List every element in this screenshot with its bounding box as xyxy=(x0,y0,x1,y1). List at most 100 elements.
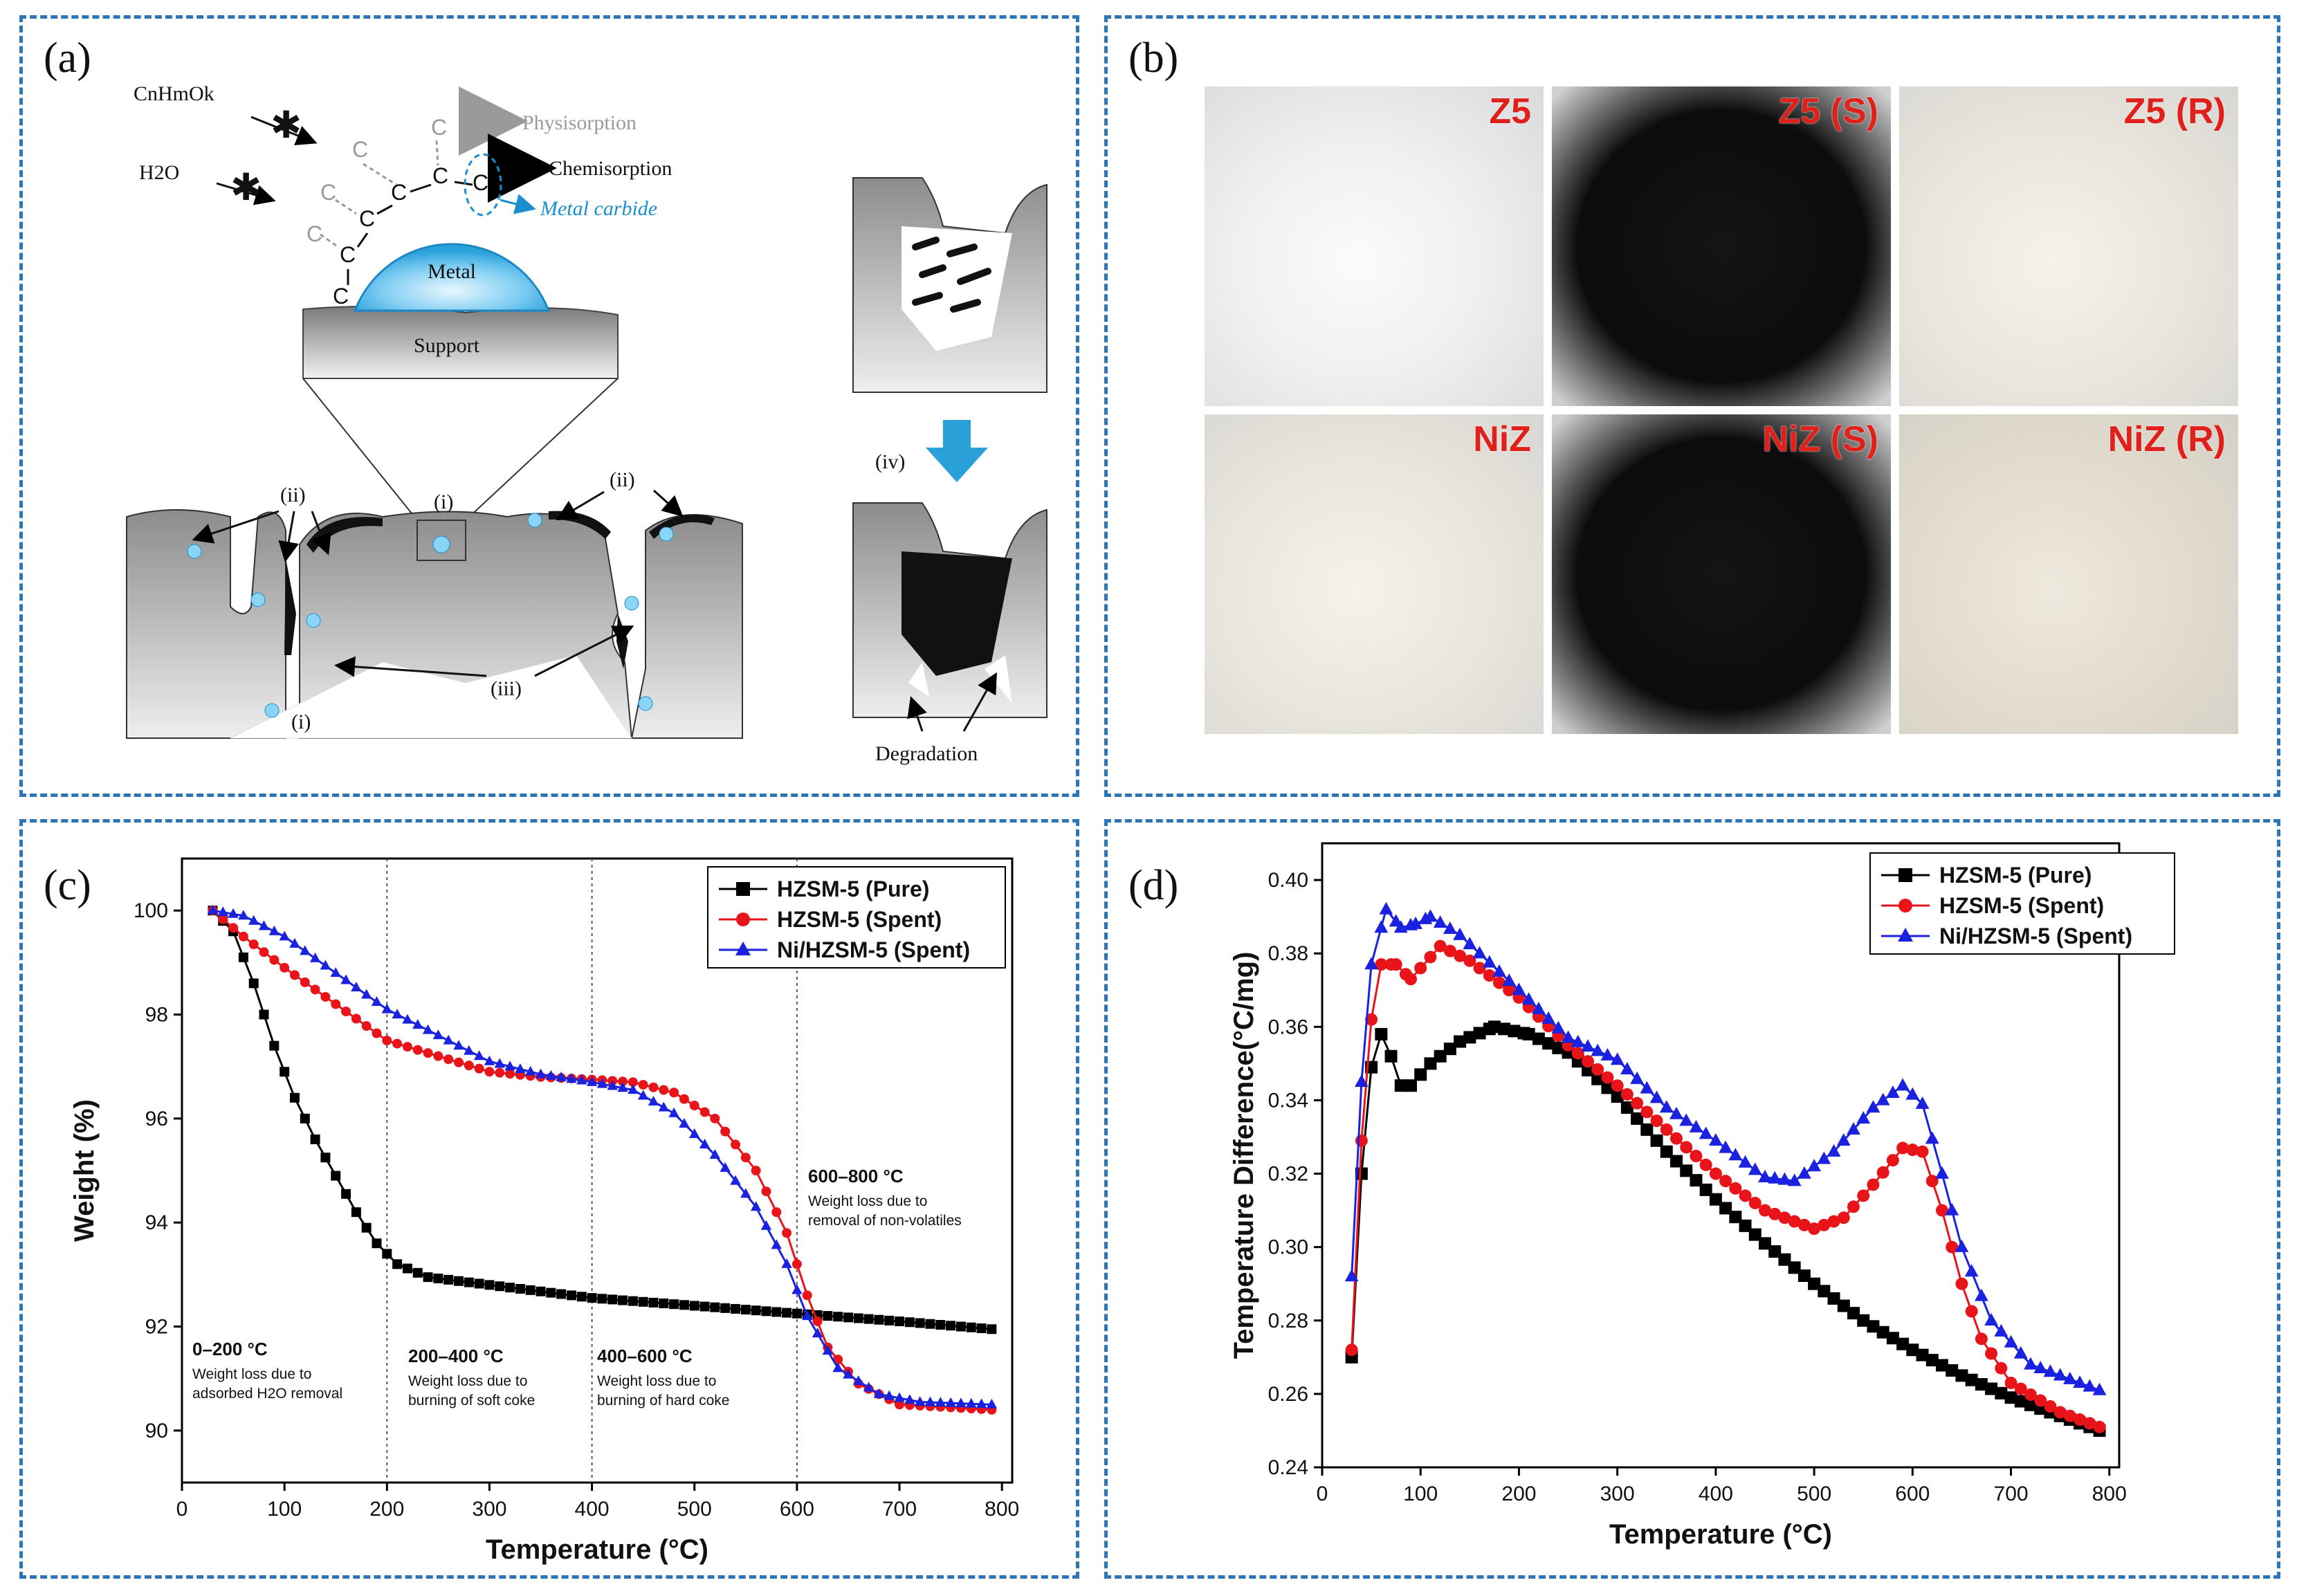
data-point xyxy=(382,1036,392,1046)
data-point xyxy=(1542,1037,1555,1050)
region-note: Weight loss due to xyxy=(597,1373,716,1389)
data-point xyxy=(269,955,280,965)
series-line xyxy=(212,910,992,1330)
data-point xyxy=(454,1276,464,1286)
catalyst-body xyxy=(126,509,743,739)
data-point xyxy=(607,1294,618,1305)
data-point xyxy=(679,1094,689,1104)
sample-label: NiZ (R) xyxy=(2107,419,2226,459)
series xyxy=(1344,901,2107,1395)
y-tick-label: 96 xyxy=(145,1108,168,1130)
panel-a-schematic: CnHmOk ✱ H2O ✱ Physisorption Chemisorpti… xyxy=(126,82,1047,765)
data-point xyxy=(751,1166,761,1175)
data-point xyxy=(484,1067,495,1077)
data-point xyxy=(1777,1172,1792,1185)
data-point xyxy=(1582,1055,1594,1068)
data-point xyxy=(1522,1027,1535,1040)
series xyxy=(207,904,998,1409)
data-point xyxy=(966,1322,976,1332)
data-point xyxy=(1680,1141,1693,1154)
data-point xyxy=(309,952,321,962)
data-point xyxy=(1788,1261,1801,1274)
panel-d: (d) 0 100 200 300 400 500 600 700 800 0.24 0.26 0.2… xyxy=(1104,819,2280,1579)
marker-ii-right: (ii) xyxy=(610,468,635,491)
data-point xyxy=(1409,916,1423,929)
sample-photo: Z5 (S) xyxy=(1552,86,1891,406)
data-point xyxy=(217,906,228,917)
data-point xyxy=(1886,1332,1899,1345)
data-point xyxy=(679,1300,689,1310)
data-point xyxy=(1670,1132,1683,1145)
data-point xyxy=(412,1045,423,1055)
x-axis-title: Temperature (°C) xyxy=(1609,1519,1832,1550)
data-point xyxy=(1492,964,1506,977)
data-point xyxy=(1512,982,1526,996)
data-point xyxy=(735,942,751,955)
data-point xyxy=(300,945,311,955)
svg-text:C: C xyxy=(320,180,336,205)
carbide-arrow xyxy=(500,194,536,214)
data-point xyxy=(833,1312,843,1322)
x-tick-label: 0 xyxy=(1317,1483,1328,1505)
data-point xyxy=(310,1134,320,1144)
data-point xyxy=(1600,1047,1615,1061)
data-point xyxy=(1925,1175,1939,1188)
data-point xyxy=(1896,1337,1910,1350)
data-point xyxy=(1827,1292,1840,1305)
data-point xyxy=(1463,937,1477,950)
data-point xyxy=(289,970,300,980)
plot-frame xyxy=(181,857,1014,1484)
data-point xyxy=(392,1259,403,1269)
y-axis-title: Temperature Difference(°C/mg) xyxy=(1229,952,1259,1359)
data-point xyxy=(1453,927,1467,940)
data-point xyxy=(1896,1141,1910,1155)
data-point xyxy=(1925,1354,1939,1367)
data-point xyxy=(474,1278,484,1289)
sample-label: Z5 (R) xyxy=(2123,91,2226,131)
data-point xyxy=(1818,1218,1831,1231)
data-point xyxy=(1443,944,1456,957)
legend: HZSM-5 (Pure) HZSM-5 (Spent) Ni/HZSM-5 (Sp… xyxy=(707,866,1006,969)
data-point xyxy=(1837,1299,1850,1312)
x-tick-label: 500 xyxy=(1797,1483,1831,1505)
y-tick-label: 92 xyxy=(145,1316,168,1339)
data-point xyxy=(1680,1164,1693,1177)
data-point xyxy=(1748,1196,1761,1209)
data-point xyxy=(1679,1113,1694,1126)
data-point xyxy=(1424,1057,1437,1070)
x-axis-title: Temperature (°C) xyxy=(486,1534,708,1565)
data-point xyxy=(1591,1072,1604,1085)
data-point xyxy=(791,1284,803,1294)
data-point xyxy=(689,1101,699,1111)
data-point xyxy=(955,1321,966,1332)
data-point xyxy=(1836,1132,1851,1146)
data-point xyxy=(1964,1264,1979,1277)
blocked-water-arrow: ✱ xyxy=(216,167,276,208)
data-point xyxy=(1885,1085,1900,1098)
data-point xyxy=(1502,973,1517,987)
panel-a: (a) CnHmOk ✱ H2O xyxy=(19,15,1079,797)
legend-entry: Ni/HZSM-5 (Spent) xyxy=(777,937,970,962)
blocked-molecule-arrow: ✱ xyxy=(250,104,318,146)
data-point xyxy=(955,1397,967,1408)
data-point xyxy=(1660,1123,1673,1136)
data-point xyxy=(320,991,331,1002)
data-point xyxy=(1389,958,1402,971)
data-point xyxy=(791,1259,802,1269)
y-tick-label: 0.30 xyxy=(1268,1236,1308,1259)
data-point xyxy=(2053,1368,2067,1381)
data-point xyxy=(1778,1253,1791,1266)
data-point xyxy=(248,939,259,950)
data-point xyxy=(1375,1027,1388,1040)
data-point xyxy=(617,1082,628,1092)
data-point xyxy=(351,1013,361,1024)
data-point xyxy=(1472,946,1487,959)
y-tick-label: 0.36 xyxy=(1268,1016,1308,1038)
data-point xyxy=(1906,1343,1919,1357)
data-point xyxy=(504,1061,515,1071)
data-point xyxy=(412,1019,423,1029)
data-point xyxy=(1729,1182,1742,1195)
x-tick-label: 800 xyxy=(2092,1483,2127,1505)
data-point xyxy=(1582,1063,1594,1076)
data-point xyxy=(1365,1013,1378,1026)
